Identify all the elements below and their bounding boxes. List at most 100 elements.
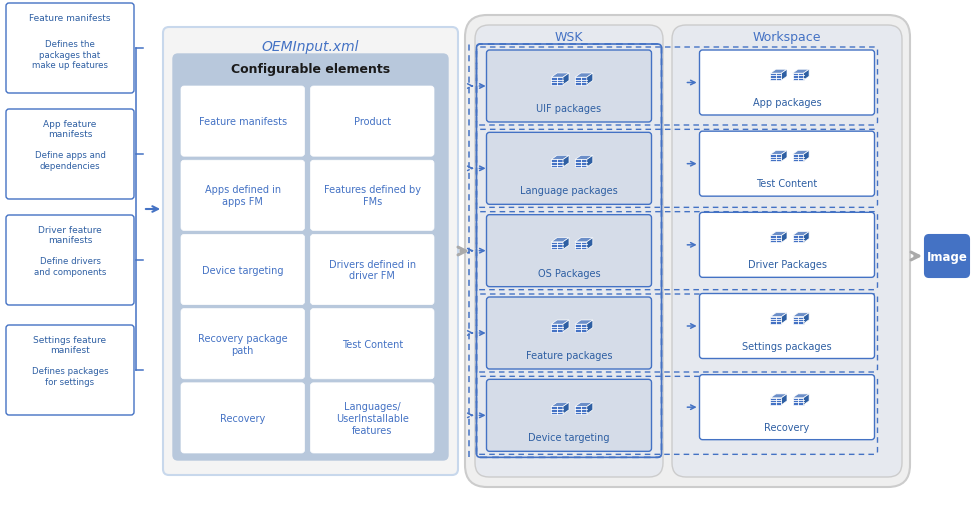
Polygon shape bbox=[771, 398, 782, 405]
Text: OS Packages: OS Packages bbox=[538, 268, 600, 278]
Polygon shape bbox=[552, 242, 563, 250]
Polygon shape bbox=[586, 402, 593, 414]
Polygon shape bbox=[782, 313, 787, 324]
Polygon shape bbox=[563, 74, 569, 85]
Polygon shape bbox=[771, 70, 787, 74]
Polygon shape bbox=[563, 402, 569, 414]
Polygon shape bbox=[771, 155, 782, 162]
Text: Configurable elements: Configurable elements bbox=[231, 63, 390, 76]
Text: Device targeting: Device targeting bbox=[202, 265, 284, 275]
Polygon shape bbox=[771, 151, 787, 155]
FancyBboxPatch shape bbox=[311, 309, 434, 379]
Polygon shape bbox=[575, 156, 593, 160]
Polygon shape bbox=[575, 160, 586, 168]
FancyBboxPatch shape bbox=[181, 87, 305, 157]
Polygon shape bbox=[586, 238, 593, 250]
Polygon shape bbox=[575, 407, 586, 414]
FancyBboxPatch shape bbox=[173, 55, 448, 460]
FancyBboxPatch shape bbox=[311, 383, 434, 453]
FancyBboxPatch shape bbox=[181, 383, 305, 453]
FancyBboxPatch shape bbox=[486, 380, 652, 451]
Polygon shape bbox=[804, 151, 809, 162]
Polygon shape bbox=[552, 78, 563, 85]
Polygon shape bbox=[575, 325, 586, 332]
Polygon shape bbox=[771, 232, 787, 236]
Polygon shape bbox=[792, 70, 809, 74]
Polygon shape bbox=[575, 238, 593, 242]
Polygon shape bbox=[771, 394, 787, 398]
Polygon shape bbox=[792, 151, 809, 155]
Text: Language packages: Language packages bbox=[520, 186, 618, 196]
Text: Define apps and
dependencies: Define apps and dependencies bbox=[35, 151, 106, 170]
Text: Settings feature
manifest: Settings feature manifest bbox=[33, 335, 107, 355]
Text: Feature packages: Feature packages bbox=[525, 350, 613, 360]
Text: App feature
manifests: App feature manifests bbox=[44, 120, 97, 139]
Polygon shape bbox=[575, 78, 586, 85]
Polygon shape bbox=[586, 156, 593, 168]
Polygon shape bbox=[792, 232, 809, 236]
FancyBboxPatch shape bbox=[6, 4, 134, 94]
FancyBboxPatch shape bbox=[465, 16, 910, 487]
FancyBboxPatch shape bbox=[163, 28, 458, 475]
FancyBboxPatch shape bbox=[6, 216, 134, 306]
FancyBboxPatch shape bbox=[311, 161, 434, 231]
Text: Define drivers
and components: Define drivers and components bbox=[34, 257, 106, 276]
Polygon shape bbox=[563, 156, 569, 168]
Text: Test Content: Test Content bbox=[342, 339, 403, 349]
Text: Test Content: Test Content bbox=[756, 179, 818, 189]
Polygon shape bbox=[804, 232, 809, 243]
Polygon shape bbox=[771, 74, 782, 81]
Text: Recovery package
path: Recovery package path bbox=[198, 333, 287, 355]
FancyBboxPatch shape bbox=[6, 325, 134, 415]
Polygon shape bbox=[563, 320, 569, 332]
Text: Defines packages
for settings: Defines packages for settings bbox=[32, 367, 109, 386]
Text: Feature manifests: Feature manifests bbox=[29, 14, 111, 23]
Polygon shape bbox=[782, 70, 787, 81]
Polygon shape bbox=[792, 155, 804, 162]
FancyBboxPatch shape bbox=[311, 87, 434, 157]
Text: Workspace: Workspace bbox=[753, 31, 821, 44]
FancyBboxPatch shape bbox=[181, 161, 305, 231]
FancyBboxPatch shape bbox=[181, 309, 305, 379]
Text: Languages/
UserInstallable
features: Languages/ UserInstallable features bbox=[336, 401, 409, 435]
Text: Recovery: Recovery bbox=[764, 422, 810, 432]
FancyBboxPatch shape bbox=[699, 294, 875, 359]
FancyBboxPatch shape bbox=[672, 26, 902, 477]
FancyBboxPatch shape bbox=[475, 26, 663, 477]
FancyBboxPatch shape bbox=[486, 215, 652, 287]
FancyBboxPatch shape bbox=[925, 235, 969, 277]
FancyBboxPatch shape bbox=[699, 375, 875, 440]
Polygon shape bbox=[575, 74, 593, 78]
Polygon shape bbox=[771, 317, 782, 324]
FancyBboxPatch shape bbox=[699, 51, 875, 116]
Polygon shape bbox=[575, 402, 593, 407]
Text: Apps defined in
apps FM: Apps defined in apps FM bbox=[205, 185, 281, 207]
Text: WSK: WSK bbox=[554, 31, 584, 44]
Text: Recovery: Recovery bbox=[220, 413, 265, 423]
Text: Image: Image bbox=[926, 250, 967, 263]
FancyBboxPatch shape bbox=[699, 213, 875, 278]
Text: App packages: App packages bbox=[753, 98, 821, 108]
Polygon shape bbox=[804, 313, 809, 324]
Text: OEMInput.xml: OEMInput.xml bbox=[262, 40, 359, 54]
Polygon shape bbox=[771, 313, 787, 317]
Polygon shape bbox=[552, 238, 569, 242]
Polygon shape bbox=[563, 238, 569, 250]
FancyBboxPatch shape bbox=[699, 132, 875, 197]
Text: Feature manifests: Feature manifests bbox=[199, 117, 286, 127]
Polygon shape bbox=[792, 394, 809, 398]
Text: Product: Product bbox=[353, 117, 390, 127]
Polygon shape bbox=[575, 242, 586, 250]
Polygon shape bbox=[586, 74, 593, 85]
Polygon shape bbox=[552, 407, 563, 414]
Polygon shape bbox=[575, 320, 593, 325]
Polygon shape bbox=[771, 236, 782, 243]
Text: UIF packages: UIF packages bbox=[536, 104, 602, 114]
Polygon shape bbox=[782, 394, 787, 405]
FancyBboxPatch shape bbox=[486, 297, 652, 369]
FancyBboxPatch shape bbox=[311, 235, 434, 305]
FancyBboxPatch shape bbox=[6, 110, 134, 199]
Text: Driver feature
manifests: Driver feature manifests bbox=[38, 226, 102, 245]
Polygon shape bbox=[792, 236, 804, 243]
Polygon shape bbox=[792, 313, 809, 317]
